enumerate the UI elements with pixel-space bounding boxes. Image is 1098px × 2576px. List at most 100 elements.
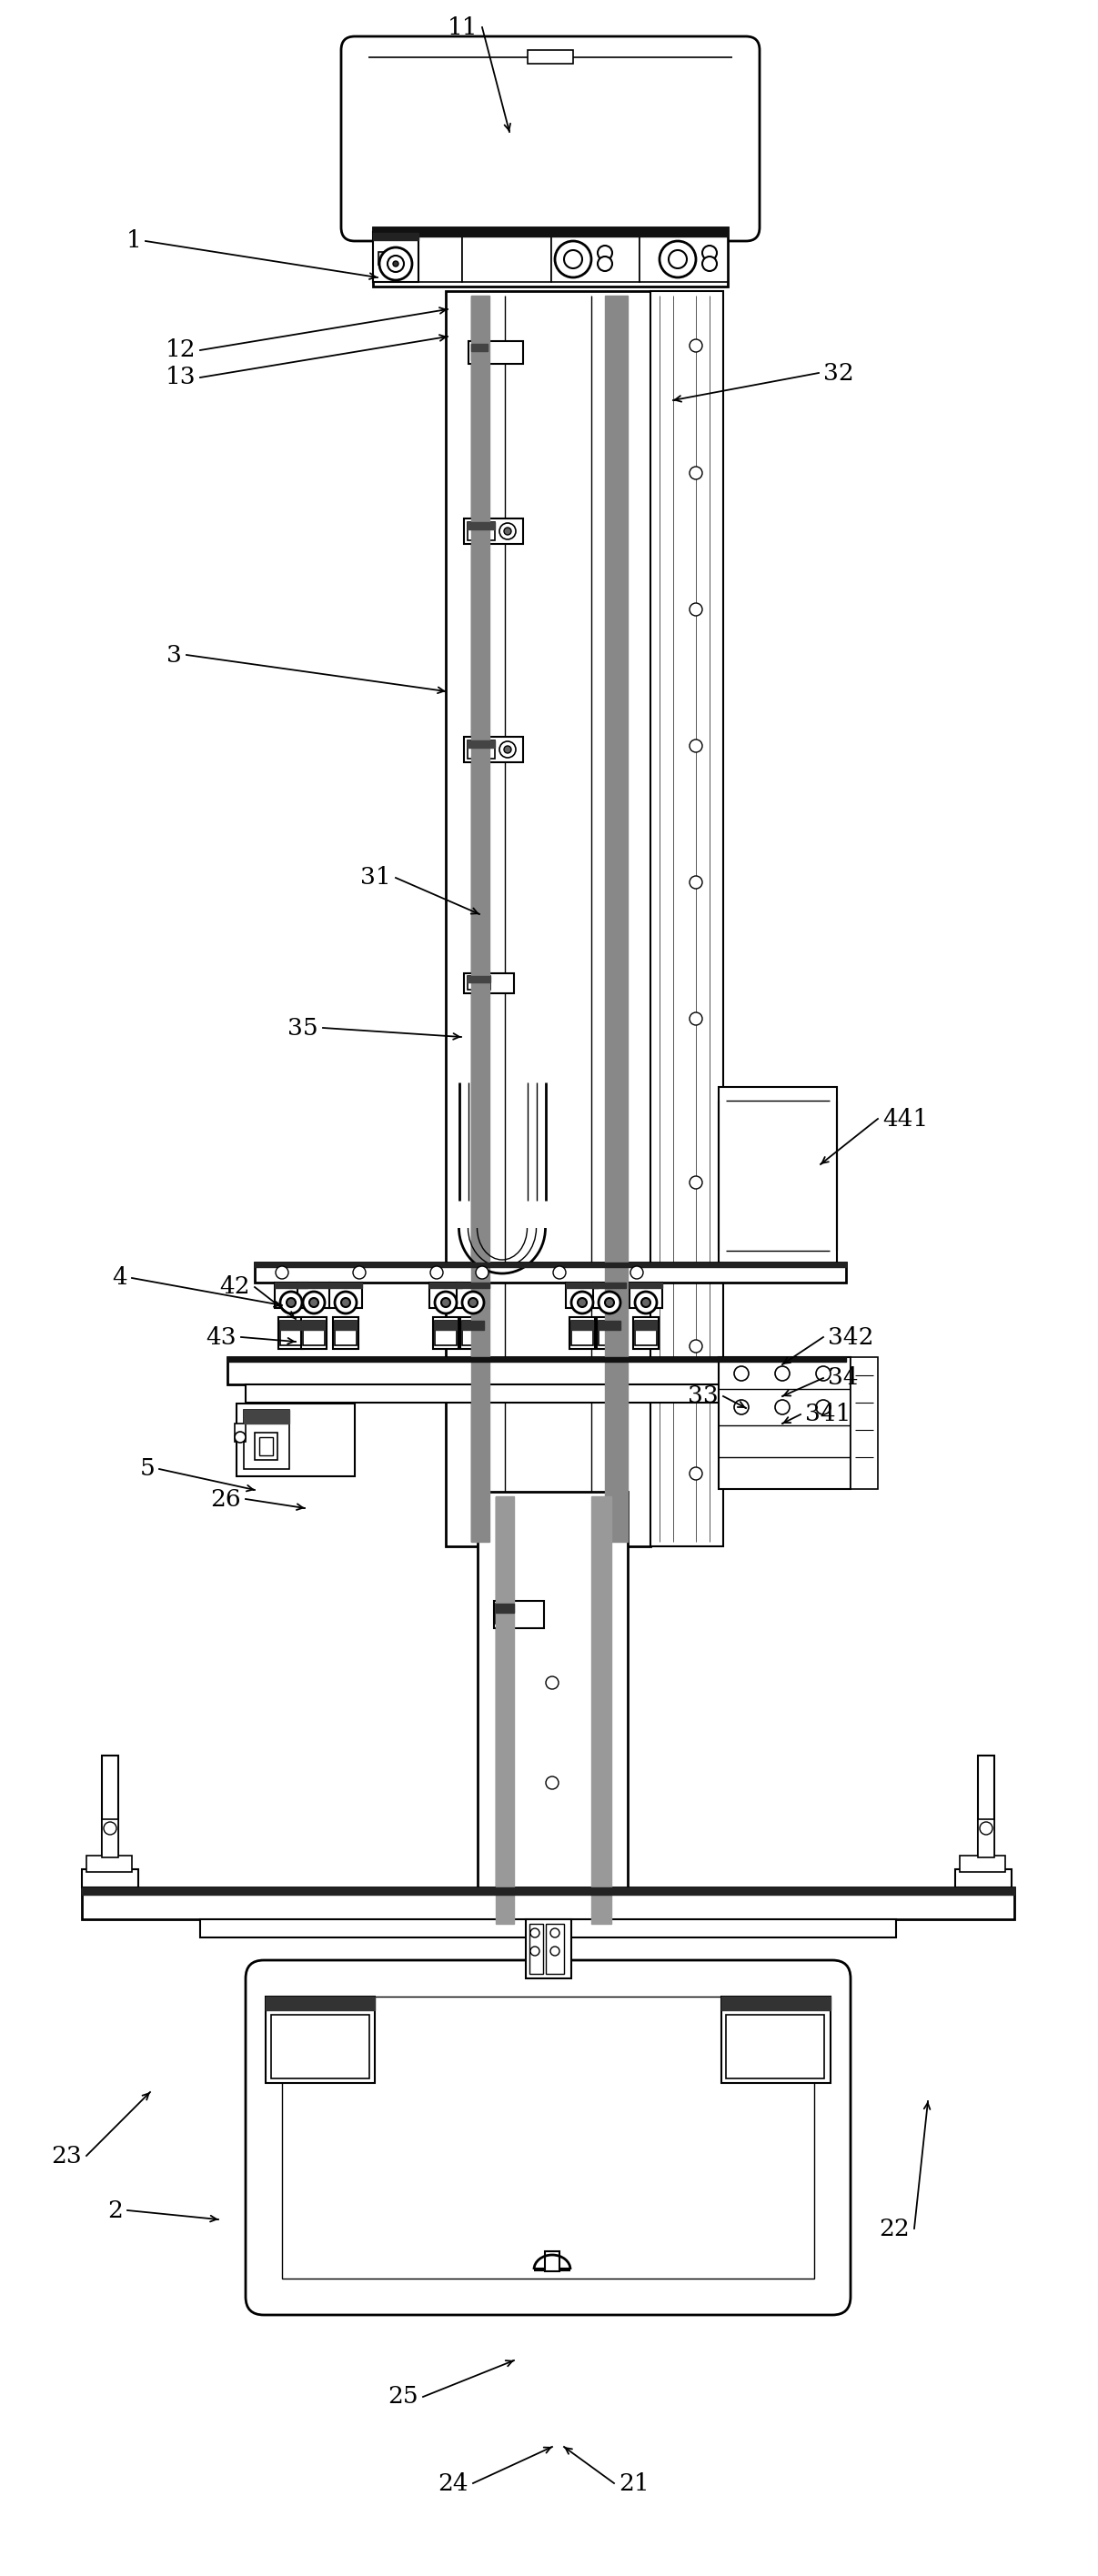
- Bar: [570, 1316, 595, 1350]
- Circle shape: [564, 250, 582, 268]
- Bar: [429, 1283, 462, 1309]
- Text: 441: 441: [883, 1108, 928, 1131]
- Bar: [255, 1262, 847, 1283]
- Circle shape: [550, 1929, 560, 1937]
- Bar: [650, 291, 724, 1546]
- Bar: [298, 1283, 330, 1288]
- Bar: [235, 1425, 246, 1443]
- Bar: [329, 1283, 362, 1309]
- Bar: [464, 737, 523, 762]
- Circle shape: [469, 1298, 478, 1306]
- Circle shape: [462, 1291, 484, 1314]
- Circle shape: [335, 1291, 357, 1314]
- Circle shape: [280, 1291, 302, 1314]
- Circle shape: [735, 1365, 749, 1381]
- Bar: [468, 523, 495, 541]
- Bar: [271, 2014, 369, 2079]
- Text: 11: 11: [447, 15, 478, 39]
- Bar: [719, 1087, 837, 1265]
- Circle shape: [287, 1298, 295, 1306]
- Text: 31: 31: [360, 866, 391, 889]
- Circle shape: [475, 1267, 489, 1278]
- Bar: [433, 1316, 459, 1350]
- Text: 24: 24: [438, 2473, 469, 2494]
- Bar: [496, 1605, 514, 1623]
- Bar: [635, 1321, 657, 1329]
- Bar: [468, 739, 495, 747]
- Bar: [255, 1262, 847, 1267]
- Circle shape: [553, 1267, 565, 1278]
- Bar: [282, 1996, 815, 2280]
- Bar: [227, 1358, 847, 1363]
- Text: 341: 341: [805, 1404, 851, 1425]
- Circle shape: [435, 1291, 457, 1314]
- Bar: [635, 1321, 657, 1345]
- Bar: [462, 1321, 484, 1345]
- Circle shape: [635, 1291, 657, 1314]
- Circle shape: [775, 1399, 789, 1414]
- Bar: [200, 1919, 896, 1937]
- Text: 5: 5: [139, 1458, 155, 1481]
- Bar: [598, 1321, 620, 1345]
- Bar: [462, 1321, 484, 1329]
- Bar: [274, 1283, 307, 1288]
- Circle shape: [341, 1298, 350, 1306]
- Bar: [593, 1283, 626, 1288]
- Bar: [102, 1754, 119, 1888]
- Text: 12: 12: [165, 340, 195, 361]
- Text: 35: 35: [288, 1018, 318, 1038]
- Bar: [496, 1605, 514, 1613]
- Circle shape: [598, 1291, 620, 1314]
- Bar: [279, 1316, 304, 1350]
- Circle shape: [690, 340, 703, 353]
- Bar: [266, 1996, 374, 2084]
- Circle shape: [303, 1291, 325, 1314]
- Bar: [333, 1316, 358, 1350]
- Bar: [303, 1321, 325, 1345]
- Bar: [87, 1855, 132, 1873]
- Bar: [545, 2251, 560, 2272]
- Bar: [259, 1437, 273, 1455]
- Bar: [471, 343, 488, 361]
- Text: 43: 43: [206, 1327, 236, 1347]
- Circle shape: [660, 242, 696, 278]
- Circle shape: [703, 245, 717, 260]
- Circle shape: [430, 1267, 442, 1278]
- Circle shape: [690, 603, 703, 616]
- Bar: [298, 1283, 330, 1309]
- Bar: [373, 232, 418, 240]
- Bar: [605, 296, 628, 1543]
- Bar: [528, 49, 573, 64]
- Bar: [373, 232, 462, 281]
- Bar: [236, 1404, 355, 1476]
- Bar: [280, 1321, 302, 1345]
- Text: 25: 25: [388, 2385, 418, 2409]
- Bar: [266, 1996, 374, 2009]
- Bar: [629, 1283, 662, 1309]
- Bar: [457, 1283, 490, 1288]
- Bar: [526, 1919, 571, 1978]
- Bar: [303, 1321, 325, 1329]
- Bar: [462, 232, 551, 281]
- Circle shape: [530, 1947, 539, 1955]
- Bar: [471, 296, 490, 1543]
- Bar: [468, 976, 491, 981]
- Circle shape: [669, 250, 687, 268]
- Bar: [721, 1996, 830, 2009]
- Text: 4: 4: [112, 1267, 127, 1291]
- Bar: [468, 523, 495, 531]
- Bar: [496, 1497, 514, 1924]
- Bar: [468, 739, 495, 757]
- Bar: [629, 1283, 662, 1288]
- Text: 2: 2: [108, 2200, 123, 2221]
- Bar: [978, 1819, 995, 1857]
- Bar: [494, 1600, 544, 1628]
- Bar: [244, 1409, 289, 1425]
- Text: 13: 13: [165, 366, 195, 389]
- Bar: [571, 1321, 593, 1345]
- Bar: [373, 227, 728, 237]
- Bar: [851, 1358, 878, 1489]
- Bar: [373, 227, 728, 286]
- Circle shape: [735, 1399, 749, 1414]
- Bar: [978, 1754, 995, 1888]
